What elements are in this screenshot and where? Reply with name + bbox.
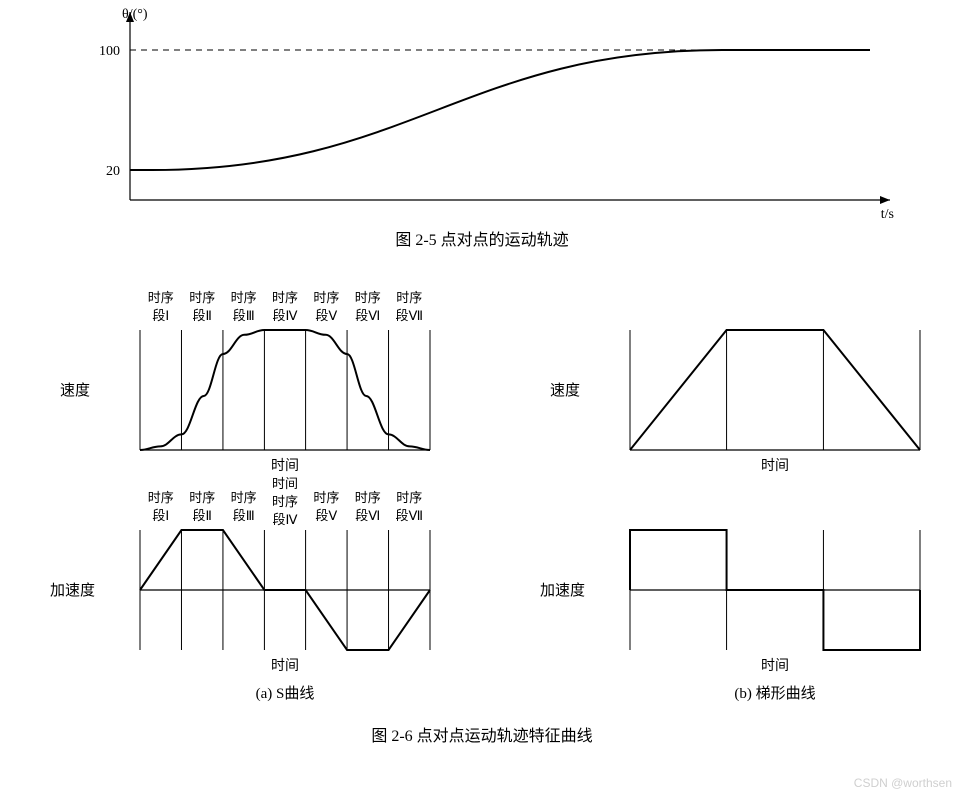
svg-text:时序: 时序	[313, 490, 339, 505]
fig-2-6-caption: 图 2-6 点对点运动轨迹特征曲线	[0, 722, 964, 746]
svg-text:时间: 时间	[272, 476, 298, 491]
svg-text:(b) 梯形曲线: (b) 梯形曲线	[734, 685, 815, 702]
svg-text:时序: 时序	[355, 490, 381, 505]
svg-text:(a) S曲线: (a) S曲线	[256, 685, 315, 702]
svg-text:加速度: 加速度	[540, 582, 585, 599]
svg-text:段Ⅱ: 段Ⅱ	[193, 508, 212, 523]
svg-text:时序: 时序	[231, 290, 257, 305]
svg-text:段Ⅰ: 段Ⅰ	[152, 308, 169, 323]
svg-text:时序: 时序	[148, 490, 174, 505]
svg-text:段Ⅰ: 段Ⅰ	[152, 508, 169, 523]
svg-text:时序: 时序	[148, 290, 174, 305]
svg-text:时序: 时序	[396, 490, 422, 505]
fig-2-6-right: 速度时间加速度时间(b) 梯形曲线	[480, 270, 964, 710]
watermark: CSDN @worthsen	[854, 776, 952, 790]
svg-text:时序: 时序	[313, 290, 339, 305]
svg-text:时序: 时序	[189, 290, 215, 305]
svg-text:段Ⅵ: 段Ⅵ	[355, 508, 380, 523]
svg-text:段Ⅴ: 段Ⅴ	[315, 308, 337, 323]
svg-text:段Ⅶ: 段Ⅶ	[395, 308, 423, 323]
svg-text:段Ⅱ: 段Ⅱ	[193, 308, 212, 323]
fig-2-6-left: 时序段Ⅰ时序段Ⅱ时序段Ⅲ时序段Ⅳ时序段Ⅴ时序段Ⅵ时序段Ⅶ速度时间时序段Ⅰ时序段Ⅱ…	[0, 270, 480, 710]
svg-text:时间: 时间	[761, 658, 789, 674]
fig-2-5-caption: 图 2-5 点对点的运动轨迹	[0, 226, 964, 250]
svg-text:时序: 时序	[396, 290, 422, 305]
svg-text:加速度: 加速度	[50, 582, 95, 599]
svg-text:时序: 时序	[272, 290, 298, 305]
svg-text:θ/(°): θ/(°)	[122, 7, 148, 22]
svg-text:t/s: t/s	[881, 207, 894, 220]
svg-text:时序: 时序	[231, 490, 257, 505]
svg-text:时间: 时间	[271, 658, 299, 674]
svg-text:段Ⅲ: 段Ⅲ	[233, 508, 255, 523]
svg-text:时序: 时序	[272, 494, 298, 509]
svg-text:100: 100	[99, 44, 120, 59]
svg-text:时间: 时间	[271, 458, 299, 474]
svg-text:段Ⅴ: 段Ⅴ	[315, 508, 337, 523]
svg-text:段Ⅵ: 段Ⅵ	[355, 308, 380, 323]
fig-2-5-chart: 20 100 θ/(°) t/s	[0, 0, 964, 220]
svg-text:时序: 时序	[355, 290, 381, 305]
svg-text:段Ⅳ: 段Ⅳ	[273, 512, 298, 527]
svg-text:20: 20	[106, 164, 120, 179]
svg-text:速度: 速度	[60, 382, 90, 399]
svg-text:时间: 时间	[761, 458, 789, 474]
svg-text:段Ⅳ: 段Ⅳ	[273, 308, 298, 323]
svg-text:时序: 时序	[189, 490, 215, 505]
svg-text:速度: 速度	[550, 382, 580, 399]
svg-text:段Ⅶ: 段Ⅶ	[395, 508, 423, 523]
svg-text:段Ⅲ: 段Ⅲ	[233, 308, 255, 323]
